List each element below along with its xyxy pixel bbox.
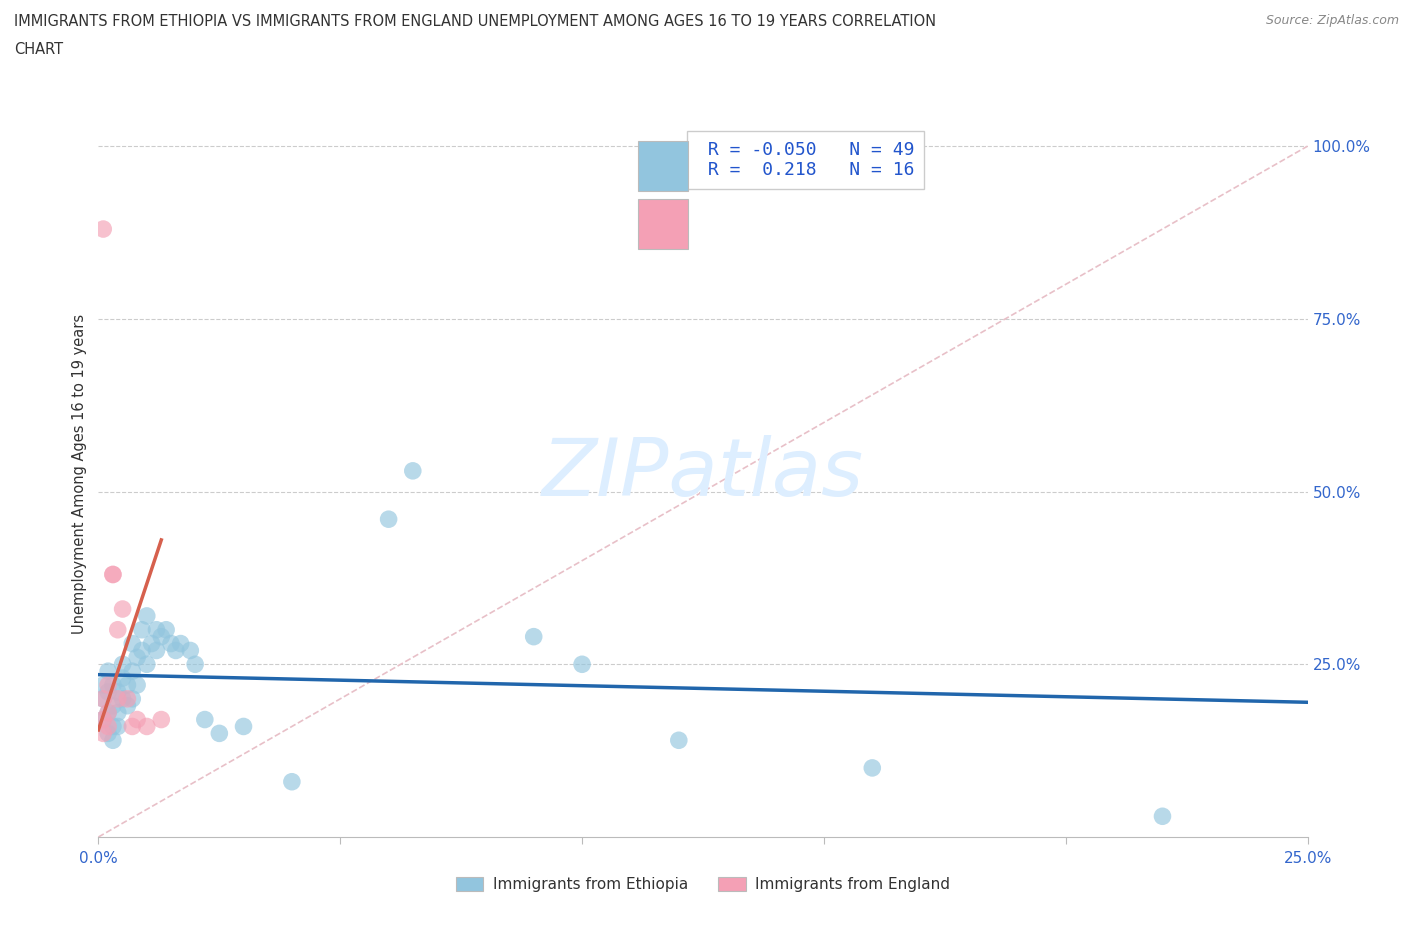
Point: [1152, 809, 1174, 824]
Point: [165, 643, 187, 658]
Point: [97, 726, 120, 741]
Text: ZIPatlas: ZIPatlas: [541, 435, 865, 513]
Point: [121, 636, 143, 651]
Point: [377, 512, 399, 526]
Point: [101, 567, 124, 582]
Point: [135, 719, 157, 734]
Point: [121, 691, 143, 706]
Y-axis label: Unemployment Among Ages 16 to 19 years: Unemployment Among Ages 16 to 19 years: [72, 314, 87, 634]
Point: [571, 657, 593, 671]
Point: [107, 705, 129, 720]
Point: [91, 221, 114, 236]
Point: [97, 719, 120, 734]
Point: [135, 657, 157, 671]
Point: [127, 712, 149, 727]
FancyBboxPatch shape: [638, 199, 689, 249]
Point: [131, 643, 153, 658]
Point: [111, 657, 134, 671]
Point: [121, 664, 143, 679]
Point: [101, 678, 124, 693]
Point: [117, 691, 139, 706]
Point: [860, 761, 883, 776]
Point: [668, 733, 690, 748]
Point: [97, 705, 120, 720]
Point: [127, 650, 149, 665]
Point: [101, 719, 124, 734]
Point: [194, 712, 217, 727]
Point: [91, 678, 114, 693]
Point: [160, 636, 183, 651]
Point: [169, 636, 191, 651]
Point: [91, 712, 114, 727]
Point: [150, 630, 173, 644]
Point: [117, 698, 139, 713]
Point: [107, 684, 129, 699]
Point: [523, 630, 546, 644]
Point: [97, 684, 120, 699]
Point: [184, 657, 207, 671]
Point: [91, 691, 114, 706]
Point: [97, 678, 120, 693]
Point: [107, 622, 129, 637]
Point: [127, 678, 149, 693]
Point: [208, 726, 231, 741]
Point: [101, 733, 124, 748]
Point: [107, 719, 129, 734]
Text: R = -0.050   N = 49
 R =  0.218   N = 16: R = -0.050 N = 49 R = 0.218 N = 16: [697, 140, 914, 179]
Point: [117, 678, 139, 693]
Text: IMMIGRANTS FROM ETHIOPIA VS IMMIGRANTS FROM ENGLAND UNEMPLOYMENT AMONG AGES 16 T: IMMIGRANTS FROM ETHIOPIA VS IMMIGRANTS F…: [14, 14, 936, 29]
Point: [145, 622, 167, 637]
Point: [107, 691, 129, 706]
Point: [111, 602, 134, 617]
Point: [131, 622, 153, 637]
Point: [111, 671, 134, 685]
Point: [150, 712, 173, 727]
Point: [145, 643, 167, 658]
Point: [91, 712, 114, 727]
Point: [141, 636, 163, 651]
Legend: Immigrants from Ethiopia, Immigrants from England: Immigrants from Ethiopia, Immigrants fro…: [450, 871, 956, 898]
Point: [97, 705, 120, 720]
Point: [232, 719, 254, 734]
Point: [97, 664, 120, 679]
Point: [101, 567, 124, 582]
Point: [101, 698, 124, 713]
Point: [155, 622, 177, 637]
Point: [91, 726, 114, 741]
Text: CHART: CHART: [14, 42, 63, 57]
Point: [179, 643, 201, 658]
Point: [135, 608, 157, 623]
Point: [402, 463, 425, 478]
FancyBboxPatch shape: [638, 140, 689, 192]
Point: [121, 719, 143, 734]
Point: [111, 691, 134, 706]
Point: [281, 775, 304, 790]
Point: [91, 691, 114, 706]
Text: Source: ZipAtlas.com: Source: ZipAtlas.com: [1265, 14, 1399, 27]
